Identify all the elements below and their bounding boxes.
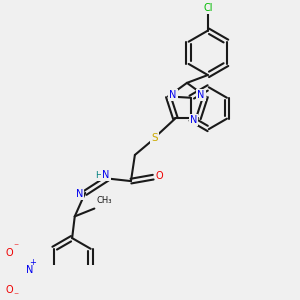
Text: N: N [197, 90, 205, 100]
Text: N: N [76, 189, 83, 199]
Text: H: H [95, 171, 102, 180]
Text: CH₃: CH₃ [97, 196, 112, 205]
Text: N: N [102, 170, 110, 180]
Text: +: + [29, 258, 36, 267]
Text: O: O [5, 285, 13, 295]
Text: N: N [169, 90, 177, 100]
Text: N: N [190, 115, 197, 125]
Text: O: O [156, 171, 164, 181]
Text: Cl: Cl [203, 3, 213, 14]
Text: ⁻: ⁻ [13, 291, 18, 300]
Text: O: O [5, 248, 13, 258]
Text: ⁻: ⁻ [13, 242, 18, 252]
Text: S: S [151, 133, 158, 143]
Text: N: N [26, 265, 34, 275]
